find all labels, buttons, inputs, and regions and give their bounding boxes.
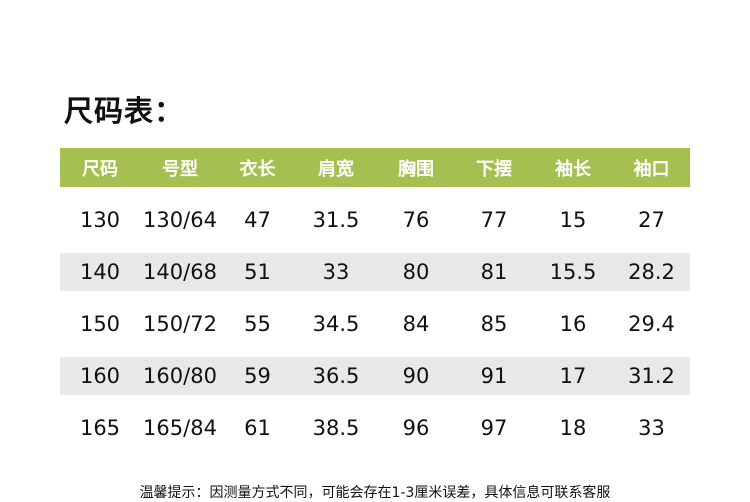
tip-note: 温馨提示：因测量方式不同，可能会存在1-3厘米误差，具体信息可联系客服 (139, 485, 611, 501)
column-header: 袖口 (633, 158, 670, 180)
table-cell: 29.4 (628, 312, 675, 336)
table-row: 150 150/72 55 34.5 84 85 16 29.4 (60, 305, 690, 343)
table-cell: 85 (480, 312, 508, 336)
table-header: 尺码 号型 衣长 肩宽 胸围 下摆 袖长 袖口 (60, 148, 690, 187)
column-header: 号型 (162, 158, 198, 180)
table-cell: 31.2 (628, 364, 675, 388)
table-row: 160 160/80 59 36.5 90 91 17 31.2 (60, 357, 690, 395)
table-cell: 81 (480, 260, 508, 284)
table-cell: 160/80 (143, 364, 217, 388)
table-cell: 16 (559, 312, 587, 336)
table-cell: 150/72 (143, 312, 217, 336)
table-row: 165 165/84 61 38.5 96 97 18 33 (60, 409, 690, 447)
size-table: 尺码 号型 衣长 肩宽 胸围 下摆 袖长 袖口 130 130/64 47 31.5 76 77 15 27… (60, 148, 690, 447)
column-header: 肩宽 (318, 158, 354, 180)
table-cell: 80 (402, 260, 430, 284)
table-cell: 15 (559, 208, 587, 232)
table-cell: 130 (79, 208, 121, 232)
table-cell: 77 (480, 208, 508, 232)
table-cell: 28.2 (628, 260, 675, 284)
table-row: 130 130/64 47 31.5 76 77 15 27 (60, 201, 690, 239)
column-header: 衣长 (239, 158, 276, 180)
table-cell: 15.5 (549, 260, 597, 284)
table-cell: 36.5 (312, 364, 360, 388)
table-cell: 17 (559, 364, 587, 388)
column-header: 尺码 (82, 158, 118, 180)
column-header: 胸围 (398, 158, 434, 180)
table-cell: 165 (79, 416, 121, 440)
table-row: 140 140/68 51 33 80 81 15.5 28.2 (60, 253, 690, 291)
table-cell: 130/64 (143, 208, 217, 232)
table-cell: 160 (79, 364, 121, 388)
table-cell: 97 (480, 416, 508, 440)
table-cell: 31.5 (312, 208, 360, 232)
column-header: 袖长 (555, 158, 591, 180)
column-header: 下摆 (476, 158, 512, 180)
table-cell: 38.5 (312, 416, 360, 440)
table-cell: 33 (638, 416, 665, 440)
table-cell: 61 (244, 416, 271, 440)
table-cell: 34.5 (312, 312, 360, 336)
table-cell: 33 (322, 260, 350, 284)
table-cell: 47 (244, 208, 271, 232)
table-cell: 51 (244, 260, 271, 284)
table-cell: 55 (244, 312, 271, 336)
table-cell: 59 (244, 364, 271, 388)
page-title: 尺码表： (64, 94, 185, 128)
table-cell: 96 (402, 416, 430, 440)
table-cell: 140 (79, 260, 121, 284)
table-cell: 84 (402, 312, 430, 336)
table-cell: 90 (402, 364, 430, 388)
table-cell: 76 (402, 208, 430, 232)
table-cell: 150 (79, 312, 121, 336)
table-cell: 27 (638, 208, 665, 232)
table-cell: 140/68 (143, 260, 217, 284)
table-cell: 91 (480, 364, 508, 388)
table-cell: 18 (559, 416, 587, 440)
table-cell: 165/84 (143, 416, 217, 440)
